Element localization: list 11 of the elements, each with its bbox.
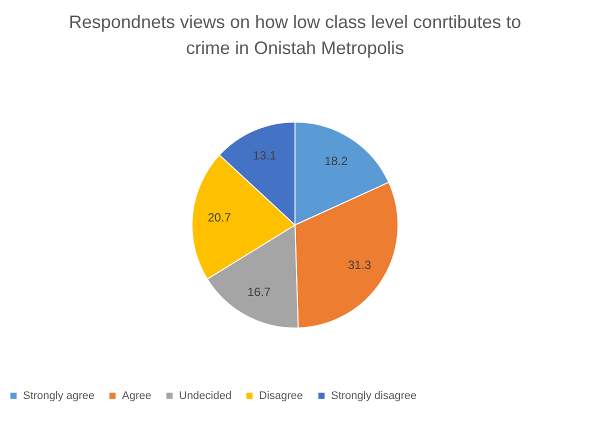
data-label: 31.3 [348,258,372,272]
legend-label: Agree [122,390,152,402]
data-label: 20.7 [208,210,232,225]
data-label: 18.2 [324,154,348,168]
legend-label: Strongly agree [23,390,95,402]
chart-title: Respondnets views on how low class level conrtibutes to crime in Onistah Metropolis [68,12,522,58]
legend-label: Undecided [179,390,232,402]
legend-label: Disagree [259,390,304,402]
data-label: 16.7 [247,284,272,299]
data-label: 13.1 [252,148,277,162]
legend-label: Strongly disagree [331,390,417,402]
